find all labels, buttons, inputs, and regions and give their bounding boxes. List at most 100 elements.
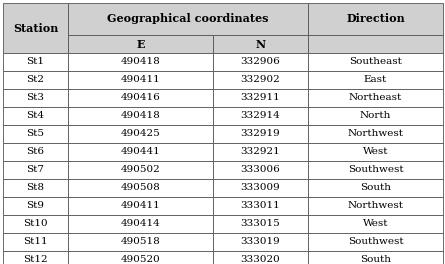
Bar (213, 233, 308, 251)
Text: St4: St4 (27, 111, 44, 120)
Bar (308, 233, 443, 251)
Bar (3, 215, 68, 233)
Bar (213, 125, 308, 143)
Text: St1: St1 (27, 58, 44, 67)
Text: South: South (360, 183, 391, 192)
Bar (3, 179, 68, 197)
Text: 333011: 333011 (241, 201, 280, 210)
Text: 333019: 333019 (241, 238, 280, 247)
Text: Geographical coordinates: Geographical coordinates (107, 13, 269, 25)
Text: Southeast: Southeast (349, 58, 402, 67)
Text: St5: St5 (27, 130, 44, 139)
Bar (68, 53, 213, 71)
Text: 332911: 332911 (241, 93, 280, 102)
Bar (3, 197, 68, 215)
Bar (308, 179, 443, 197)
Bar (3, 251, 68, 264)
Text: 490441: 490441 (121, 148, 160, 157)
Text: St7: St7 (27, 166, 44, 175)
Text: Northeast: Northeast (349, 93, 402, 102)
Text: East: East (364, 76, 387, 84)
Text: N: N (255, 39, 266, 50)
Text: E: E (136, 39, 145, 50)
Text: St10: St10 (23, 219, 48, 229)
Bar (68, 35, 213, 53)
Text: West: West (363, 219, 388, 229)
Bar (3, 89, 68, 107)
Bar (3, 71, 68, 89)
Bar (213, 215, 308, 233)
Text: St3: St3 (27, 93, 44, 102)
Text: St6: St6 (27, 148, 44, 157)
Bar (68, 197, 213, 215)
Text: 332921: 332921 (241, 148, 280, 157)
Text: 332906: 332906 (241, 58, 280, 67)
Text: St2: St2 (27, 76, 44, 84)
Bar (68, 125, 213, 143)
Bar (3, 3, 68, 53)
Text: 332919: 332919 (241, 130, 280, 139)
Text: Direction: Direction (346, 13, 405, 25)
Bar (3, 161, 68, 179)
Bar (3, 53, 68, 71)
Bar (308, 125, 443, 143)
Text: St8: St8 (27, 183, 44, 192)
Bar (68, 107, 213, 125)
Bar (213, 107, 308, 125)
Bar (68, 251, 213, 264)
Text: 333006: 333006 (241, 166, 280, 175)
Bar (213, 71, 308, 89)
Text: St12: St12 (23, 256, 48, 264)
Bar (68, 71, 213, 89)
Text: Northwest: Northwest (348, 201, 404, 210)
Bar (308, 35, 443, 53)
Text: 490418: 490418 (121, 58, 160, 67)
Bar (213, 143, 308, 161)
Bar (308, 143, 443, 161)
Text: Southwest: Southwest (348, 166, 403, 175)
Text: 332902: 332902 (241, 76, 280, 84)
Bar (213, 179, 308, 197)
Text: 490411: 490411 (121, 76, 160, 84)
Text: 490425: 490425 (121, 130, 160, 139)
Text: South: South (360, 256, 391, 264)
Bar (68, 179, 213, 197)
Text: 333020: 333020 (241, 256, 280, 264)
Text: 490411: 490411 (121, 201, 160, 210)
Text: North: North (360, 111, 391, 120)
Text: West: West (363, 148, 388, 157)
Bar (213, 53, 308, 71)
Text: 333015: 333015 (241, 219, 280, 229)
Bar (308, 161, 443, 179)
Text: Southwest: Southwest (348, 238, 403, 247)
Bar (3, 143, 68, 161)
Text: 490416: 490416 (121, 93, 160, 102)
Text: 490520: 490520 (121, 256, 160, 264)
Bar (68, 3, 308, 35)
Text: St9: St9 (27, 201, 44, 210)
Text: 490518: 490518 (121, 238, 160, 247)
Bar (213, 161, 308, 179)
Bar (68, 89, 213, 107)
Text: Northwest: Northwest (348, 130, 404, 139)
Text: 490502: 490502 (121, 166, 160, 175)
Text: 490508: 490508 (121, 183, 160, 192)
Bar (308, 3, 443, 35)
Bar (68, 143, 213, 161)
Bar (213, 35, 308, 53)
Text: 490418: 490418 (121, 111, 160, 120)
Text: Station: Station (13, 22, 58, 34)
Bar (308, 251, 443, 264)
Bar (68, 161, 213, 179)
Bar (308, 71, 443, 89)
Bar (308, 89, 443, 107)
Bar (3, 233, 68, 251)
Bar (308, 197, 443, 215)
Bar (213, 89, 308, 107)
Bar (213, 197, 308, 215)
Bar (3, 107, 68, 125)
Bar (68, 233, 213, 251)
Text: 332914: 332914 (241, 111, 280, 120)
Text: 333009: 333009 (241, 183, 280, 192)
Text: 490414: 490414 (121, 219, 160, 229)
